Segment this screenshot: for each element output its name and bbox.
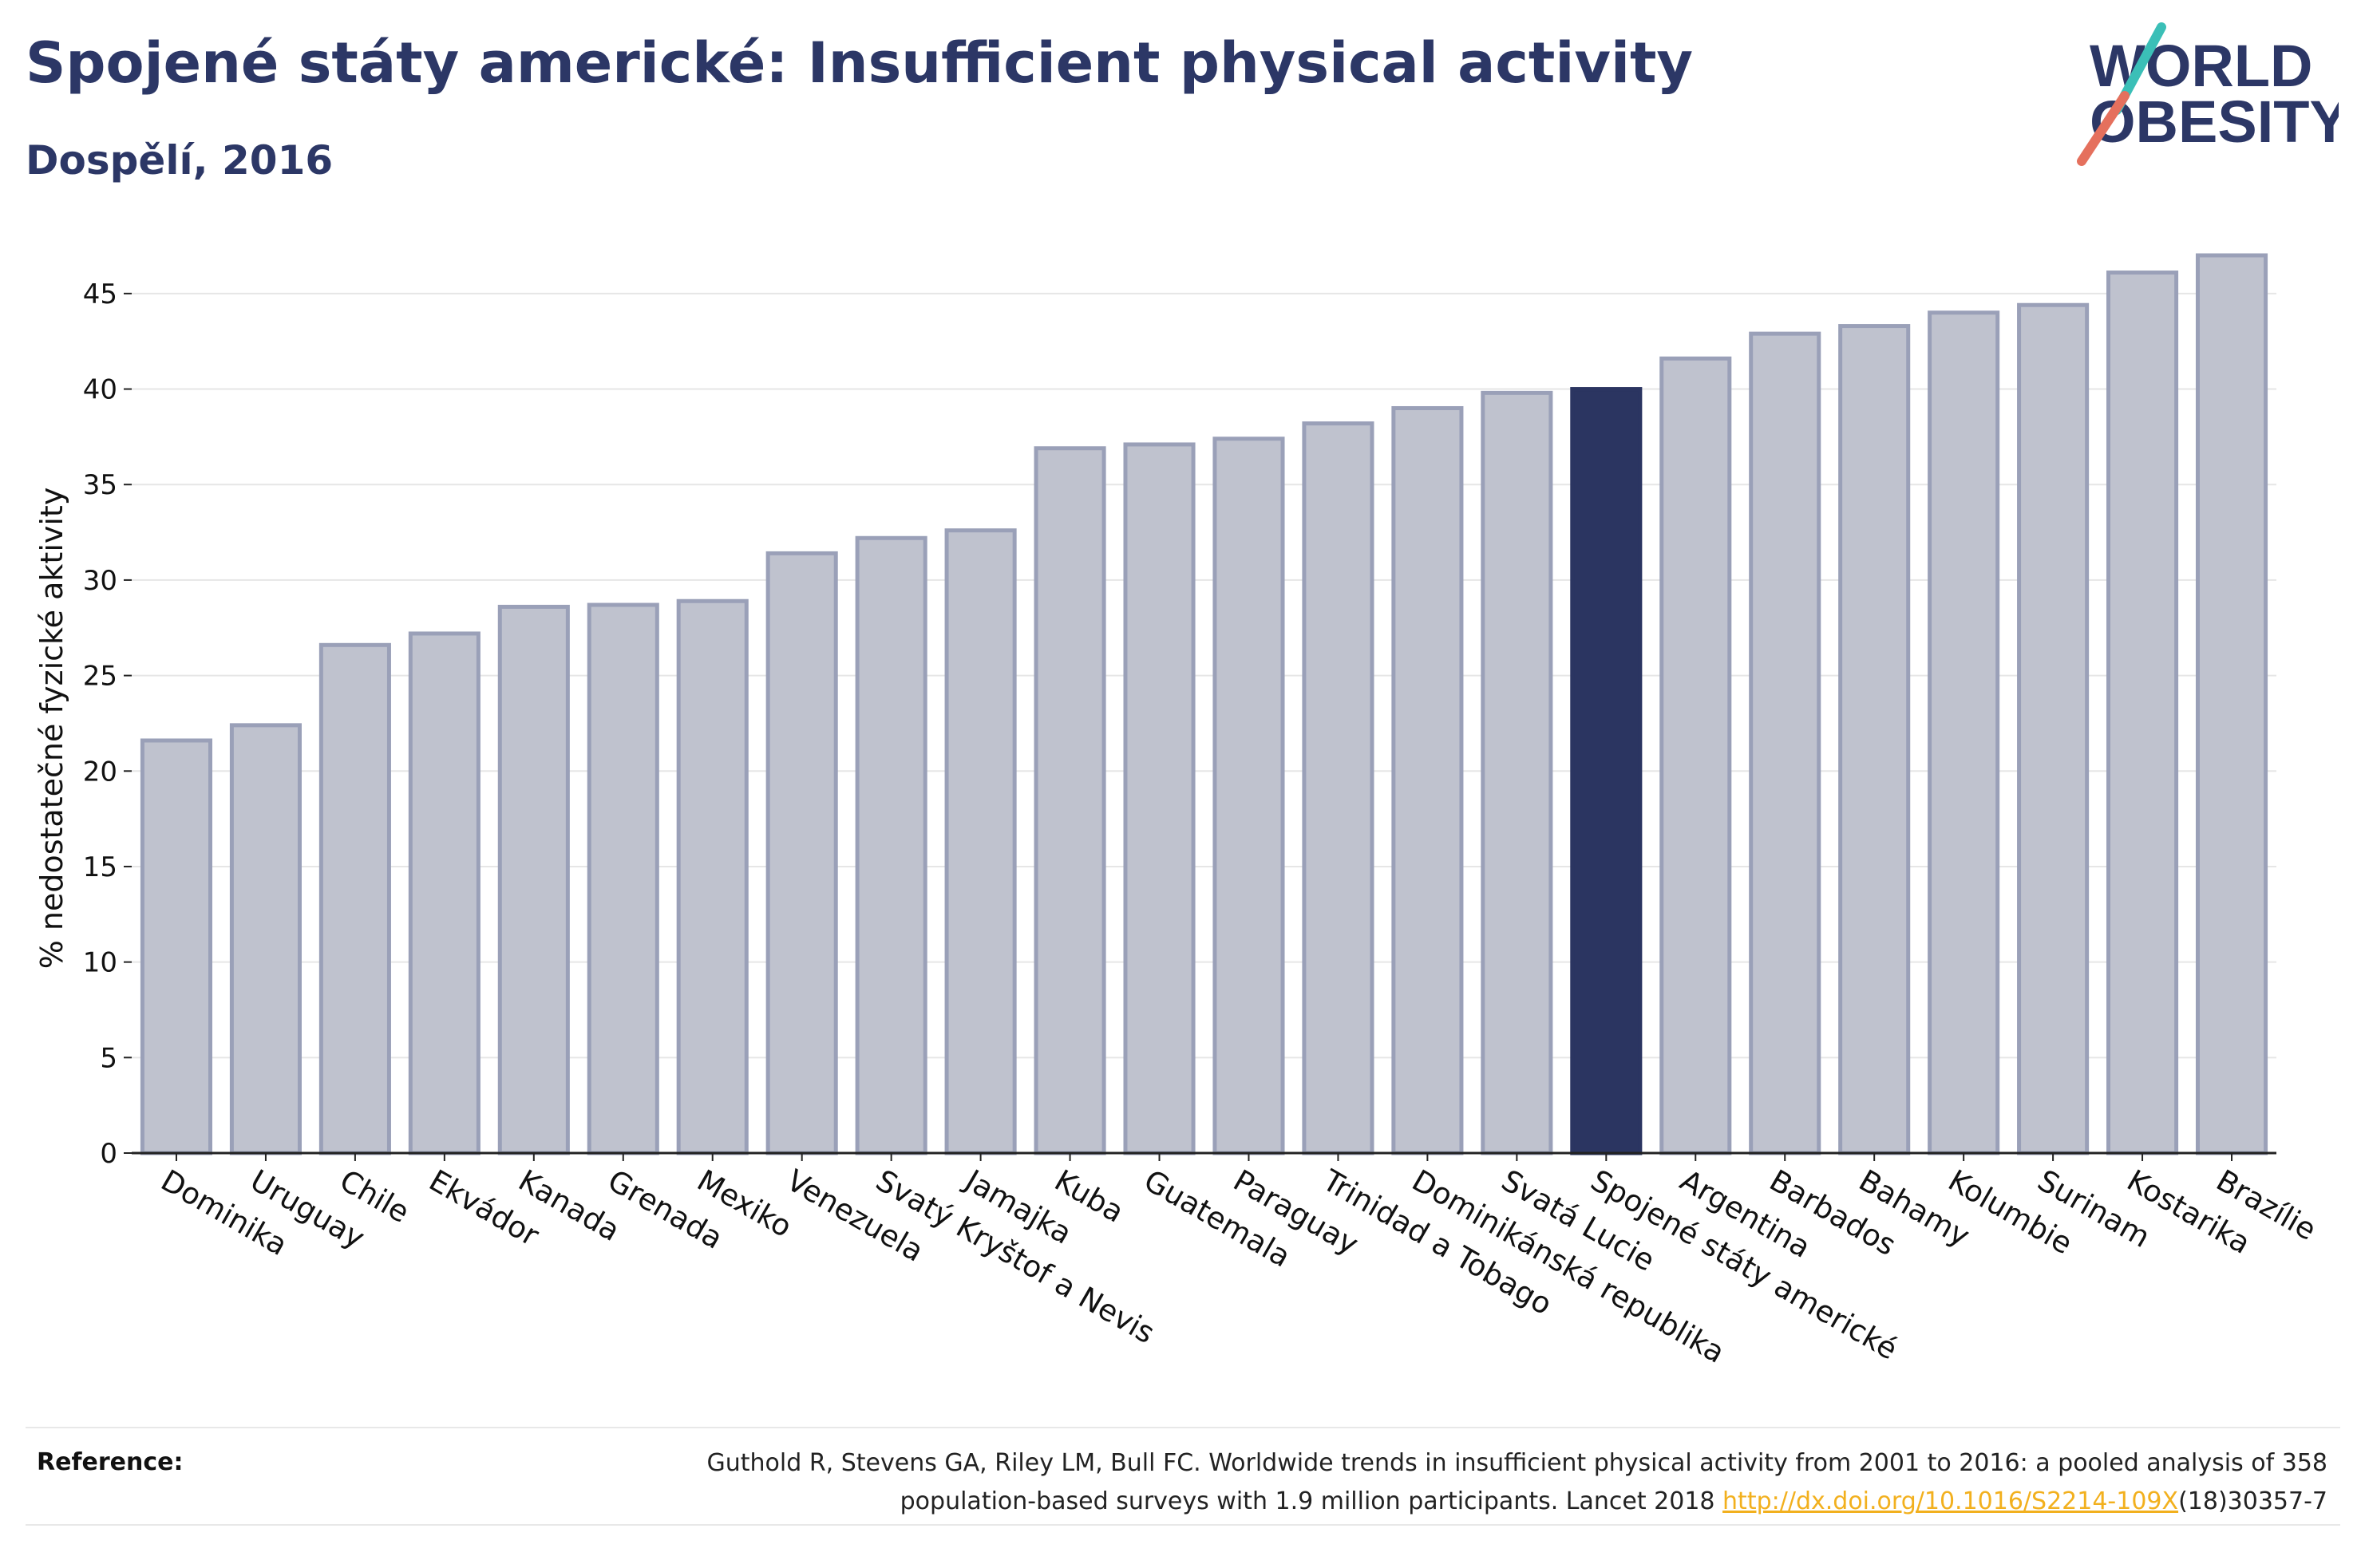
chart-subtitle: Dospělí, 2016 [26, 137, 334, 184]
bar-2 [318, 642, 391, 1155]
reference-divider-top [26, 1427, 2340, 1428]
y-tick-label: 15 [83, 851, 117, 883]
y-tick-label: 20 [83, 756, 117, 788]
reference-doi-link[interactable]: http://dx.doi.org/10.1016/S2214-109X [1722, 1487, 2179, 1515]
bar-5 [587, 602, 659, 1155]
y-tick-label: 25 [83, 661, 117, 693]
gridlines [132, 292, 2276, 1059]
bar-0 [140, 738, 213, 1155]
y-tick-label: 30 [83, 565, 117, 597]
bar-19 [1838, 324, 1911, 1155]
bar-15 [1481, 390, 1553, 1155]
bar-14 [1391, 405, 1464, 1155]
bars [140, 253, 2268, 1155]
bar-1 [229, 723, 302, 1155]
logo-slash-coral-icon [2077, 91, 2130, 166]
bar-21 [2017, 302, 2090, 1155]
reference-citation: Guthold R, Stevens GA, Riley LM, Bull FC… [706, 1449, 2327, 1515]
y-axis-label: % nedostatečné fyzické aktivity [34, 488, 69, 970]
bar-16 [1570, 387, 1643, 1155]
bar-12 [1212, 436, 1285, 1155]
axes: 0 5 10 15 20 25 30 35 40 45 [83, 278, 2276, 1170]
chart-title: Spojené státy americké: Insufficient phy… [26, 30, 1694, 96]
bar-20 [1928, 310, 2000, 1155]
bar-11 [1123, 442, 1196, 1155]
y-tick-label: 40 [83, 374, 117, 406]
bar-7 [765, 551, 838, 1155]
y-tick-label: 35 [83, 469, 117, 501]
bar-9 [944, 528, 1017, 1155]
y-tick-label: 5 [100, 1042, 117, 1074]
bar-18 [1749, 331, 1821, 1155]
bar-4 [497, 604, 570, 1155]
y-tick-label: 10 [83, 947, 117, 979]
bar-10 [1034, 446, 1106, 1155]
world-obesity-logo: WORLD OBESITY [2077, 22, 2339, 166]
bar-13 [1302, 421, 1374, 1155]
bar-6 [676, 598, 749, 1155]
bar-8 [855, 535, 927, 1155]
bar-23 [2195, 253, 2268, 1155]
reference-text: Guthold R, Stevens GA, Riley LM, Bull FC… [571, 1444, 2327, 1521]
y-tick-label: 45 [83, 278, 117, 310]
bar-17 [1659, 356, 1732, 1155]
reference-divider-bottom [26, 1524, 2340, 1526]
reference-citation-tail: (18)30357-7 [2178, 1487, 2327, 1515]
bar-22 [2106, 271, 2179, 1155]
bar-3 [408, 631, 481, 1155]
logo-text-obesity: OBESITY [2090, 89, 2339, 155]
y-tick-label: 0 [100, 1138, 117, 1170]
reference-label: Reference: [37, 1448, 184, 1476]
